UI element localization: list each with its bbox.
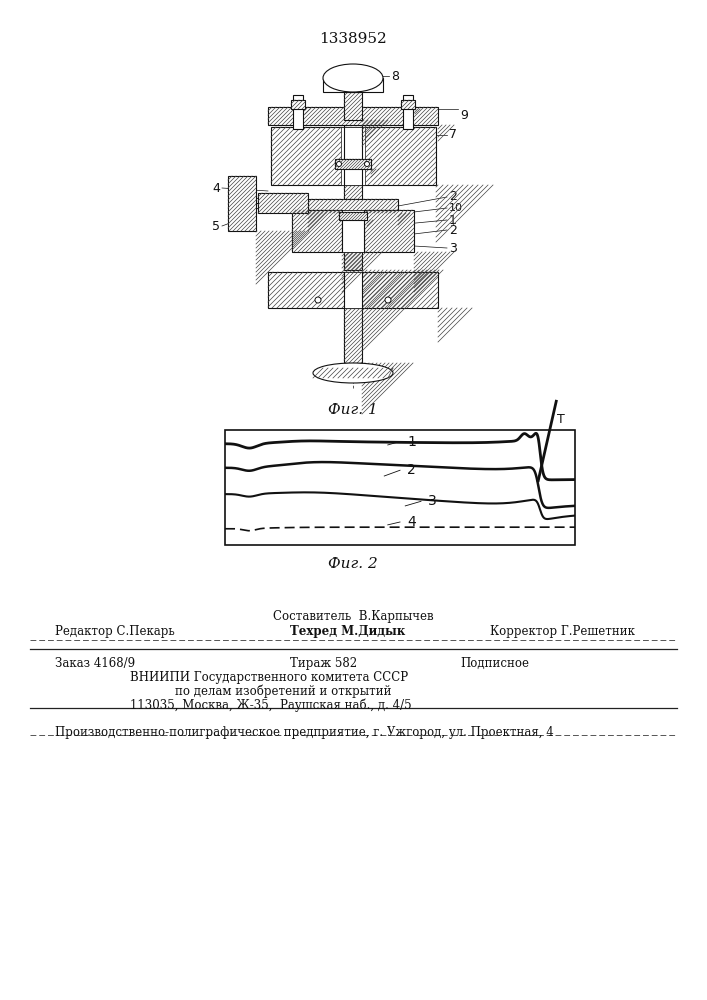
Text: 2: 2 bbox=[449, 190, 457, 204]
Bar bbox=[344, 272, 362, 308]
Circle shape bbox=[365, 161, 370, 166]
Bar bbox=[335, 159, 371, 169]
Bar bbox=[344, 92, 362, 120]
Text: 6: 6 bbox=[371, 368, 379, 381]
Text: 5: 5 bbox=[212, 220, 220, 232]
Bar bbox=[344, 185, 362, 270]
Text: 113035, Москва, Ж-35,  Раушская наб., д. 4/5: 113035, Москва, Ж-35, Раушская наб., д. … bbox=[130, 699, 411, 712]
Text: Подписное: Подписное bbox=[460, 657, 529, 670]
Text: Заказ 4168/9: Заказ 4168/9 bbox=[55, 657, 135, 670]
Text: Производственно-полиграфическое предприятие, г. Ужгород, ул. Проектная, 4: Производственно-полиграфическое предприя… bbox=[55, 726, 554, 739]
Text: 2: 2 bbox=[449, 224, 457, 236]
Text: Фиг. 2: Фиг. 2 bbox=[328, 557, 378, 571]
Bar bbox=[258, 193, 308, 213]
Bar bbox=[271, 127, 436, 185]
Text: 3: 3 bbox=[428, 494, 437, 508]
Text: 2: 2 bbox=[407, 463, 416, 477]
Text: Фиг. 1: Фиг. 1 bbox=[328, 403, 378, 417]
Bar bbox=[225, 430, 575, 545]
Bar bbox=[228, 176, 256, 231]
Bar bbox=[323, 78, 383, 92]
Bar bbox=[403, 95, 413, 129]
Text: Корректор Г.Решетник: Корректор Г.Решетник bbox=[490, 625, 635, 638]
Bar bbox=[268, 107, 438, 125]
Ellipse shape bbox=[323, 64, 383, 92]
Bar bbox=[291, 100, 305, 109]
Text: Техред М.Дидык: Техред М.Дидык bbox=[290, 625, 405, 638]
Bar bbox=[308, 199, 398, 213]
Text: 3: 3 bbox=[449, 241, 457, 254]
Bar bbox=[293, 95, 303, 129]
Text: 7: 7 bbox=[449, 128, 457, 141]
Bar bbox=[292, 210, 342, 252]
Circle shape bbox=[385, 297, 391, 303]
Bar bbox=[341, 127, 365, 185]
Text: 1: 1 bbox=[407, 434, 416, 448]
Text: 1: 1 bbox=[449, 214, 457, 227]
Bar bbox=[339, 212, 367, 220]
Text: ВНИИПИ Государственного комитета СССР: ВНИИПИ Государственного комитета СССР bbox=[130, 671, 408, 684]
Bar bbox=[364, 210, 414, 252]
Text: по делам изобретений и открытий: по делам изобретений и открытий bbox=[175, 685, 392, 698]
Ellipse shape bbox=[313, 363, 393, 383]
Text: Тираж 582: Тираж 582 bbox=[290, 657, 357, 670]
Bar bbox=[268, 272, 438, 308]
Text: 4: 4 bbox=[212, 182, 220, 194]
Bar bbox=[344, 308, 362, 363]
Text: Редактор С.Пекарь: Редактор С.Пекарь bbox=[55, 625, 175, 638]
Text: 10: 10 bbox=[449, 203, 463, 213]
Bar bbox=[401, 100, 415, 109]
Circle shape bbox=[315, 297, 321, 303]
Text: T: T bbox=[557, 413, 565, 426]
Text: 9: 9 bbox=[460, 109, 468, 122]
Circle shape bbox=[337, 161, 341, 166]
Text: 4: 4 bbox=[407, 515, 416, 529]
Bar bbox=[342, 210, 364, 252]
Text: 1338952: 1338952 bbox=[319, 32, 387, 46]
Text: 8: 8 bbox=[391, 70, 399, 83]
Text: Составитель  В.Карпычев: Составитель В.Карпычев bbox=[273, 610, 433, 623]
